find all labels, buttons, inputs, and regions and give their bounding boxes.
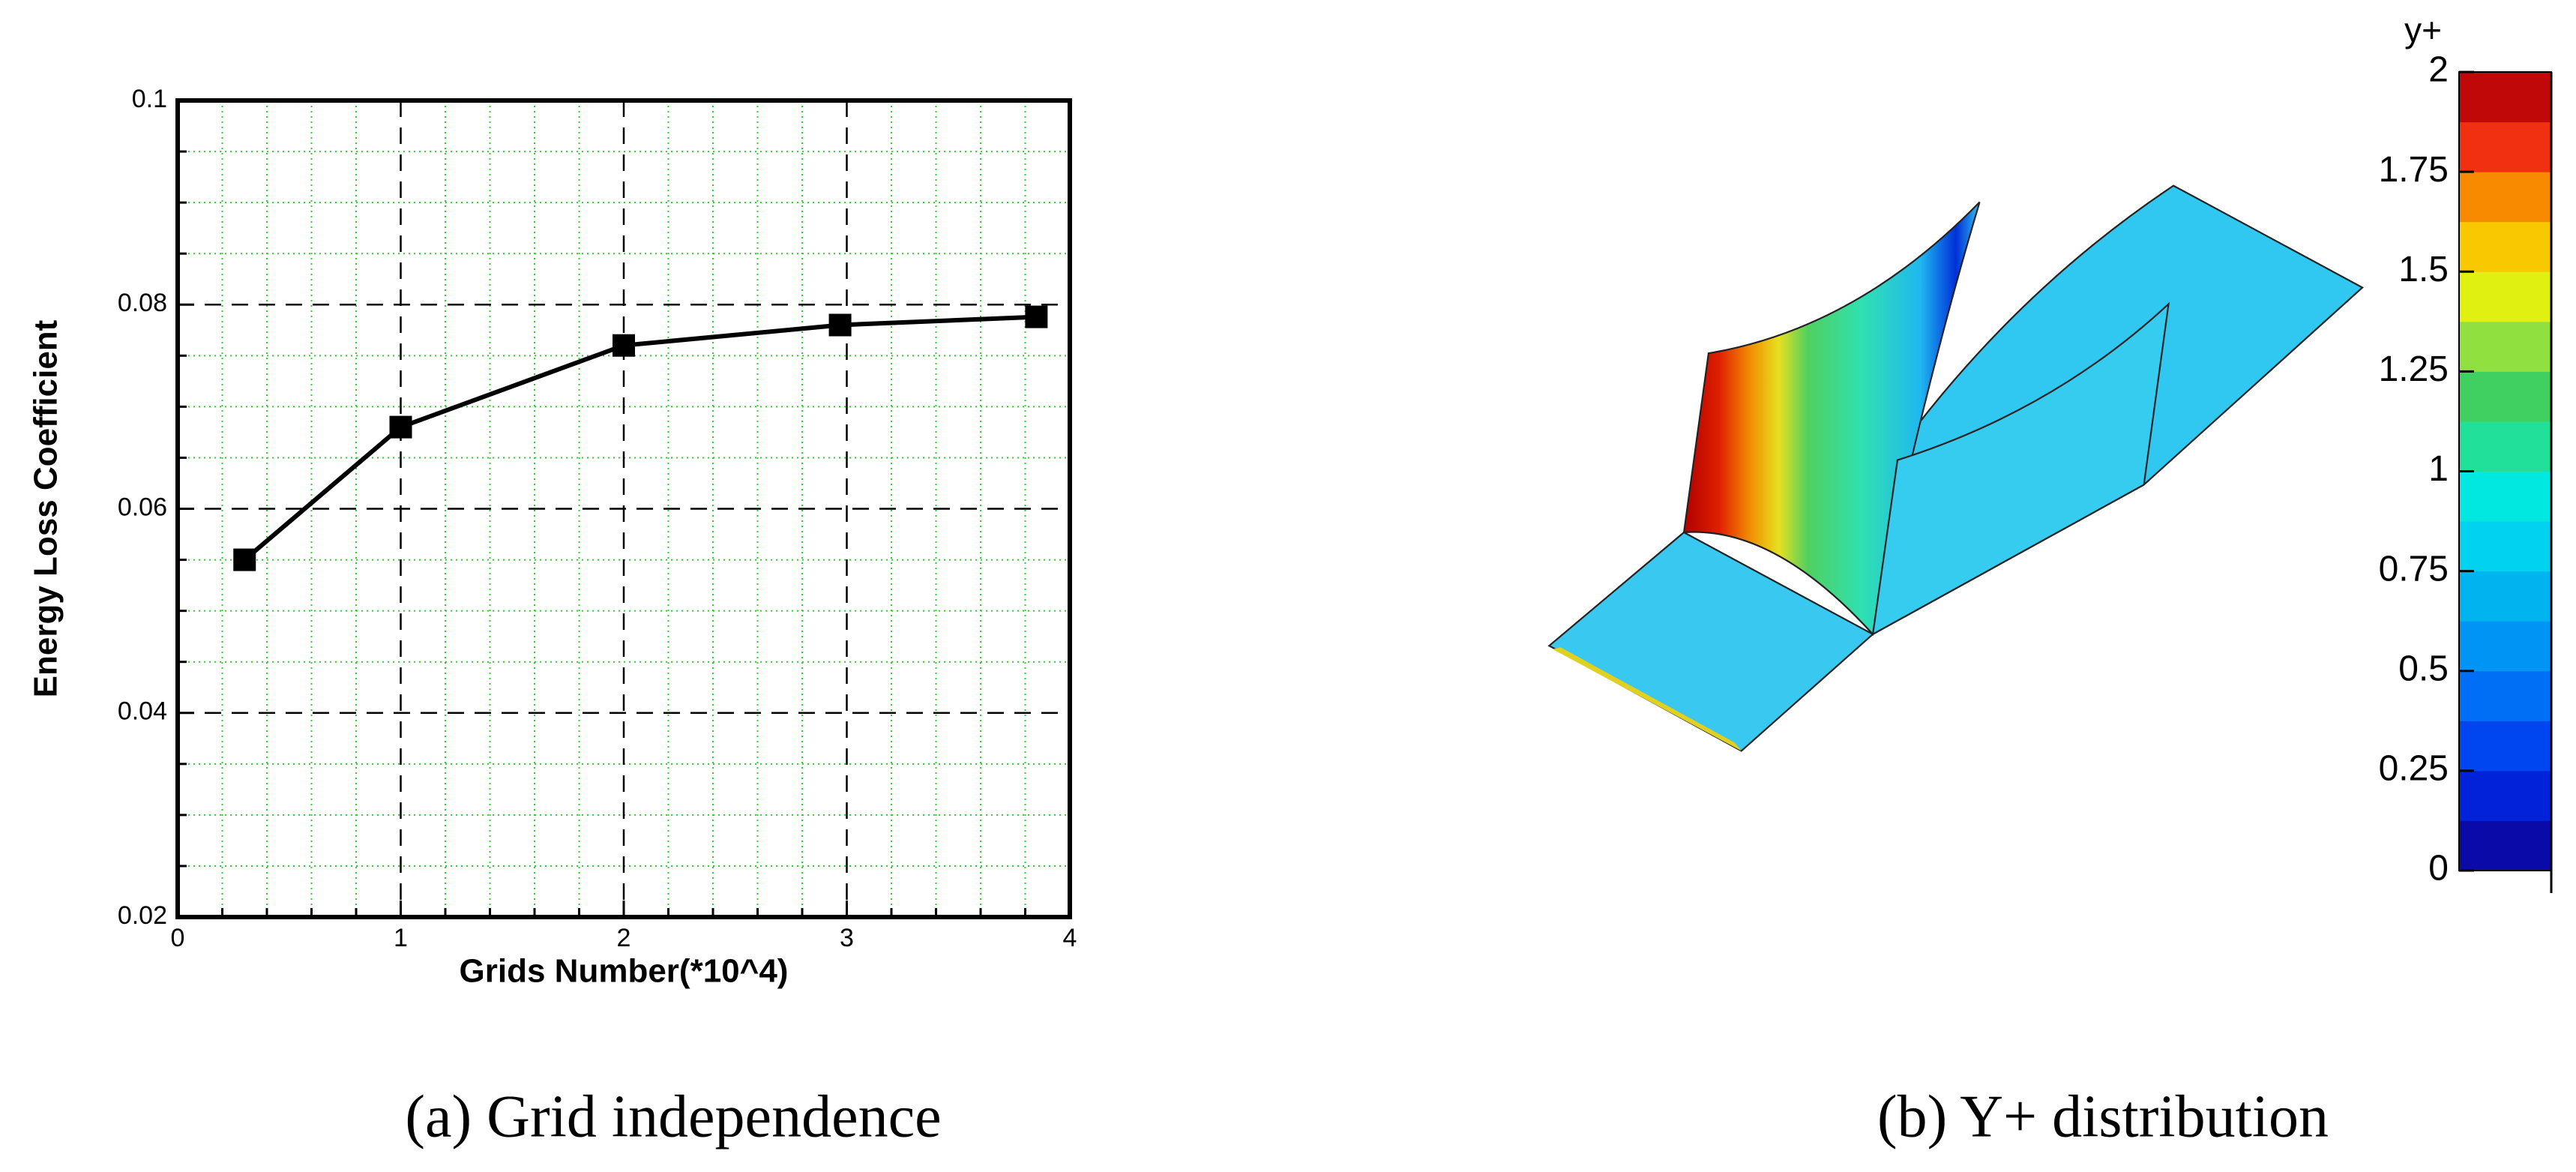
color-band: [2459, 121, 2551, 172]
color-band: [2459, 770, 2551, 821]
data-point: [613, 334, 635, 357]
colorbar-tick-label: 0: [2428, 849, 2449, 889]
x-tick-label: 3: [840, 924, 854, 952]
data-point: [233, 548, 256, 571]
x-tick-label: 4: [1063, 924, 1077, 952]
y-plus-render: [1547, 184, 2364, 752]
data-point: [828, 313, 852, 337]
colorbar-tick-label: 1.5: [2398, 250, 2449, 289]
colorbar-tick-label: 0.25: [2379, 749, 2449, 789]
color-band: [2459, 471, 2551, 522]
plot-frame: [175, 98, 1072, 919]
edge-highlight: [1552, 647, 1742, 751]
colorbar-tick-label: 0.75: [2379, 549, 2449, 589]
caption: (b) Y+ distribution: [1877, 1084, 2329, 1150]
x-axis-label: Grids Number(*10^4): [460, 953, 789, 990]
y-tick-label: 0.02: [118, 901, 167, 930]
data-point: [389, 415, 412, 439]
y-tick-label: 0.08: [118, 289, 167, 317]
colorbar-tick-label: 0.5: [2398, 649, 2449, 688]
color-band: [2459, 72, 2551, 123]
colorbar-title: y+: [2404, 10, 2442, 49]
colorbar-tick-label: 1: [2428, 449, 2449, 489]
color-band: [2459, 321, 2551, 372]
y-axis-label: Energy Loss Coefficient: [28, 319, 64, 697]
data-point: [1025, 305, 1048, 328]
y-tick-label: 0.04: [118, 697, 167, 726]
blade-2: [1871, 301, 2170, 636]
blade-1: [1682, 201, 1981, 637]
x-tick-label: 1: [394, 924, 408, 952]
color-band: [2459, 421, 2551, 472]
y-tick-label: 0.1: [132, 85, 167, 113]
x-tick-label: 0: [171, 924, 185, 952]
x-tick-label: 2: [617, 924, 631, 952]
color-band: [2459, 820, 2551, 871]
color-band: [2459, 521, 2551, 572]
color-band: [2459, 721, 2551, 772]
caption: (a) Grid independence: [405, 1084, 941, 1150]
y-tick-label: 0.06: [118, 493, 167, 521]
colorbar-tick-label: 2: [2428, 50, 2449, 90]
color-band: [2459, 172, 2551, 223]
color-band: [2459, 670, 2551, 721]
colorbar-tick-label: 1.75: [2379, 150, 2449, 190]
color-band: [2459, 221, 2551, 272]
colorbar-tick-label: 1.25: [2379, 349, 2449, 389]
color-band: [2459, 271, 2551, 322]
color-band: [2459, 571, 2551, 622]
color-band: [2459, 371, 2551, 422]
color-band: [2459, 621, 2551, 672]
